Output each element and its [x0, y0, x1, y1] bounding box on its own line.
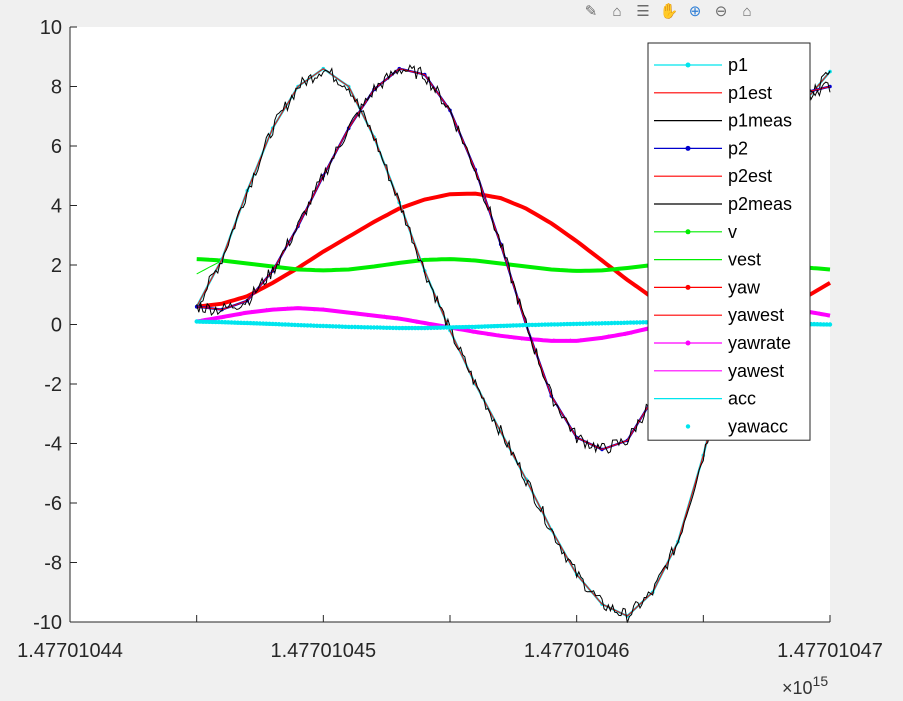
legend-label: p2 — [728, 138, 748, 158]
legend-label: p1est — [728, 83, 772, 103]
x-exponent-power: 15 — [813, 673, 829, 689]
legend-label: p1meas — [728, 111, 792, 131]
y-tick-label: -2 — [44, 374, 62, 396]
y-tick-label: 2 — [51, 255, 62, 277]
y-tick-label: -10 — [33, 612, 62, 634]
data-point — [828, 322, 832, 326]
y-tick-label: -4 — [44, 434, 62, 456]
legend-marker — [686, 341, 691, 346]
legend-label: yaw — [728, 277, 761, 297]
legend-label: yawest — [728, 305, 784, 325]
legend-label: acc — [728, 389, 756, 409]
legend-label: v — [728, 222, 737, 242]
legend-marker — [686, 229, 691, 234]
y-tick-label: 10 — [40, 17, 62, 39]
legend-label: p2meas — [728, 194, 792, 214]
y-tick-label: -6 — [44, 493, 62, 515]
x-exponent-label: ×1015 — [782, 673, 828, 698]
x-tick-label: 1.47701044 — [17, 640, 123, 662]
legend-label: p2est — [728, 166, 772, 186]
legend-label: yawrate — [728, 333, 791, 353]
y-tick-label: 0 — [51, 315, 62, 337]
y-tick-label: 4 — [51, 196, 62, 218]
y-tick-label: 8 — [51, 77, 62, 99]
legend-marker — [686, 146, 691, 151]
legend-label: vest — [728, 250, 761, 270]
x-tick-label: 1.47701047 — [777, 640, 883, 662]
legend-label: yawacc — [728, 416, 788, 436]
y-tick-label: -8 — [44, 553, 62, 575]
legend-marker — [686, 424, 690, 428]
x-tick-label: 1.47701046 — [524, 640, 630, 662]
legend[interactable]: p1 p1est p1meas p2 p2est p2meas v vest yaw yawest… — [648, 43, 810, 440]
legend-label: p1 — [728, 55, 748, 75]
x-tick-label: 1.47701045 — [270, 640, 376, 662]
legend-marker — [686, 63, 691, 68]
y-tick-label: 6 — [51, 136, 62, 158]
legend-label: yawest — [728, 361, 784, 381]
legend-marker — [686, 285, 691, 290]
